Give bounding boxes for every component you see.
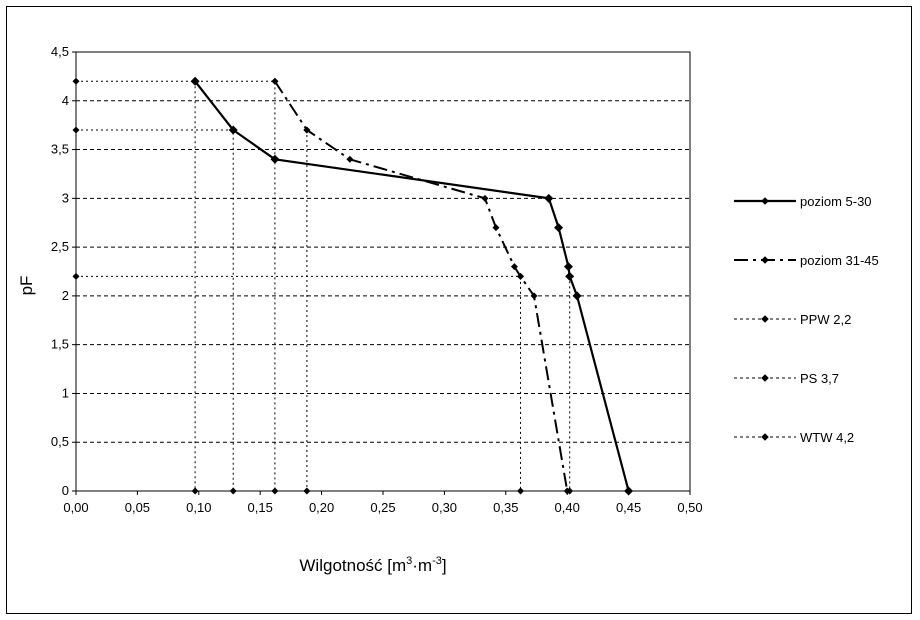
- x-tick-label: 0,45: [616, 500, 641, 515]
- x-tick-label: 0,40: [555, 500, 580, 515]
- y-tick-label: 1: [62, 385, 69, 400]
- legend-marker-wtw-4-2: [761, 433, 769, 441]
- y-tick-label: 3,5: [51, 142, 69, 157]
- legend-label-poziom-5-30: poziom 5-30: [800, 194, 872, 209]
- x-tick-label: 0,05: [125, 500, 150, 515]
- x-tick-label: 0,30: [432, 500, 457, 515]
- x-tick-label: 0,35: [493, 500, 518, 515]
- series-poziom-31-45-point: [481, 194, 489, 202]
- legend-marker-poziom-5-30: [761, 197, 769, 205]
- x-tick-label: 0,15: [248, 500, 273, 515]
- plot-area: [75, 51, 691, 492]
- series-poziom-5-30-point: [572, 291, 582, 301]
- series-ppw-2-2-point: [517, 487, 525, 495]
- x-tick-label: 0,20: [309, 500, 334, 515]
- y-tick-label: 2: [62, 288, 69, 303]
- legend-marker-ppw-2-2: [761, 315, 769, 323]
- y-axis-title: pF: [17, 276, 36, 296]
- series-poziom-31-45-point: [563, 487, 571, 495]
- chart-svg: 0 0,5 1 1,5 2 2,5 3 3,5 4 4,5 0,00 0,05 0,10 0,15 0,20…: [17, 44, 879, 575]
- series-poziom-5-30-point: [270, 154, 280, 164]
- series-wtw-4-2-point: [271, 487, 279, 495]
- y-tick-label: 3: [62, 190, 69, 205]
- chart-frame: 0 0,5 1 1,5 2 2,5 3 3,5 4 4,5 0,00 0,05 0,10 0,15 0,20…: [6, 6, 912, 614]
- y-tick-label: 0,5: [51, 434, 69, 449]
- x-tick-label: 0,50: [677, 500, 702, 515]
- series-poziom-31-45-point: [492, 224, 500, 232]
- y-tick-label: 1,5: [51, 337, 69, 352]
- x-tick-label: 0,10: [186, 500, 211, 515]
- x-axis-title: Wilgotność [m3·m-3]: [299, 555, 446, 575]
- legend-label-ppw-2-2: PPW 2,2: [800, 312, 851, 327]
- legend-marker-poziom-31-45: [761, 256, 769, 264]
- series-poziom-5-30-point: [554, 223, 564, 233]
- series-poziom-31-45-point: [530, 292, 538, 300]
- series-poziom-5-30-point: [544, 193, 554, 203]
- series-wtw-4-2-extra-point: [191, 487, 199, 495]
- y-tick-label: 2,5: [51, 239, 69, 254]
- legend-label-wtw-4-2: WTW 4,2: [800, 430, 854, 445]
- series-poziom-31-45-point: [346, 155, 354, 163]
- series-poziom-5-30-point: [565, 271, 575, 281]
- series-wtw-4-2-line: [76, 80, 276, 491]
- legend-label-ps-3-7: PS 3,7: [800, 371, 839, 386]
- series-ps-3-7-extra-point: [303, 487, 311, 495]
- series-poziom-5-30-point: [228, 125, 238, 135]
- y-tick-label: 4: [62, 93, 69, 108]
- legend-marker-ps-3-7: [761, 374, 769, 382]
- series-poziom-5-30-point: [563, 262, 573, 272]
- x-tick-label: 0,00: [63, 500, 88, 515]
- y-tick-label: 4,5: [51, 44, 69, 59]
- legend-label-poziom-31-45: poziom 31-45: [800, 253, 879, 268]
- series-wtw-4-2-point: [72, 77, 80, 85]
- series-poziom-5-30-point: [190, 76, 200, 86]
- x-tick-label: 0,25: [370, 500, 395, 515]
- y-tick-label: 0: [62, 483, 69, 498]
- series-poziom-31-45-point: [517, 272, 525, 280]
- series-ppw-2-2-point: [72, 272, 80, 280]
- series-poziom-31-45-point: [271, 77, 279, 85]
- series-ps-3-7-point: [229, 487, 237, 495]
- series-poziom-5-30-point: [624, 486, 634, 496]
- series-poziom-31-45-point: [510, 263, 518, 271]
